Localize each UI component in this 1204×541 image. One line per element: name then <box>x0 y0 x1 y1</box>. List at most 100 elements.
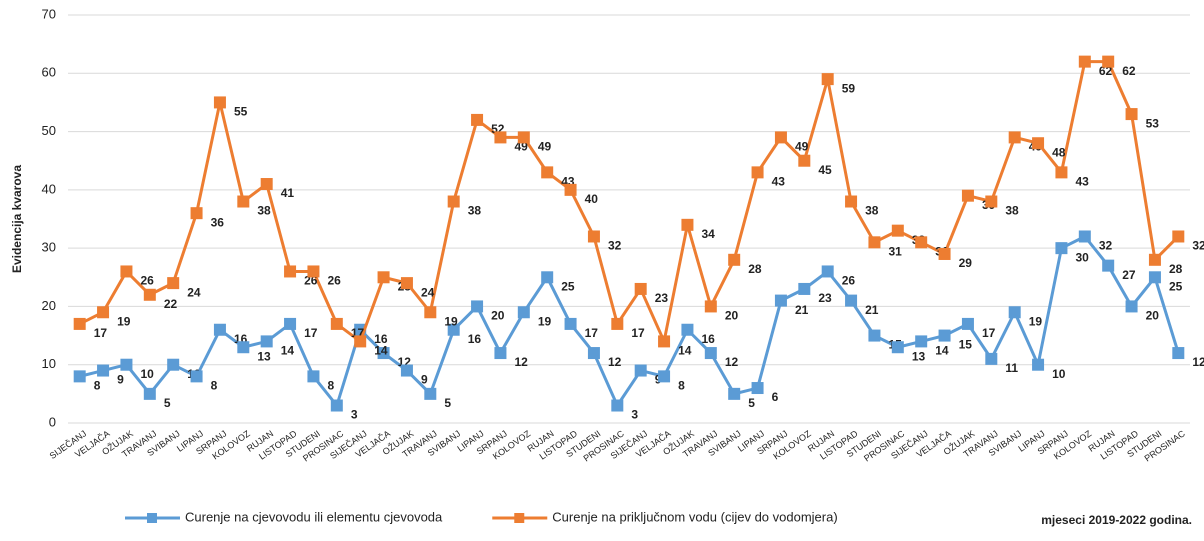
marker <box>564 183 577 196</box>
data-label: 30 <box>1075 250 1089 264</box>
marker <box>400 364 413 377</box>
y-tick-label: 70 <box>42 6 56 21</box>
data-label: 55 <box>234 105 248 119</box>
data-label: 25 <box>561 279 575 293</box>
data-label: 23 <box>655 291 669 305</box>
marker <box>938 329 951 342</box>
marker <box>1008 306 1021 319</box>
marker <box>1102 259 1115 272</box>
data-label: 6 <box>772 390 779 404</box>
legend-marker <box>147 513 157 523</box>
data-label: 13 <box>257 349 271 363</box>
data-label: 20 <box>725 309 739 323</box>
marker <box>587 230 600 243</box>
data-label: 10 <box>1052 367 1066 381</box>
data-label: 11 <box>1005 361 1018 375</box>
marker <box>798 282 811 295</box>
marker <box>213 323 226 336</box>
marker <box>611 317 624 330</box>
marker <box>190 207 203 220</box>
data-label: 8 <box>94 379 101 393</box>
data-label: 38 <box>1005 204 1019 218</box>
data-label: 3 <box>351 408 358 422</box>
data-label: 49 <box>795 140 809 154</box>
data-label: 19 <box>538 314 552 328</box>
marker <box>284 317 297 330</box>
data-label: 13 <box>912 349 926 363</box>
data-label: 26 <box>327 274 341 288</box>
marker <box>681 218 694 231</box>
marker <box>1032 137 1045 150</box>
marker <box>611 399 624 412</box>
marker <box>938 247 951 260</box>
marker <box>260 178 273 191</box>
marker <box>307 265 320 278</box>
marker <box>73 370 86 383</box>
marker <box>377 347 390 360</box>
marker <box>494 347 507 360</box>
marker <box>471 300 484 313</box>
marker <box>751 382 764 395</box>
y-tick-label: 50 <box>42 123 56 138</box>
y-tick-label: 40 <box>42 181 56 196</box>
data-label: 21 <box>795 303 809 317</box>
marker <box>494 131 507 144</box>
marker <box>798 154 811 167</box>
data-label: 17 <box>982 326 996 340</box>
marker <box>1078 230 1091 243</box>
marker <box>774 131 787 144</box>
y-tick-label: 60 <box>42 65 56 80</box>
marker <box>564 317 577 330</box>
data-label: 31 <box>888 244 902 258</box>
marker <box>1125 108 1138 121</box>
marker <box>1078 55 1091 68</box>
marker <box>845 195 858 208</box>
data-label: 17 <box>585 326 599 340</box>
marker <box>1148 253 1161 266</box>
data-label: 22 <box>164 297 178 311</box>
data-label: 14 <box>281 344 295 358</box>
marker <box>471 113 484 126</box>
series-line <box>79 234 1180 409</box>
marker <box>961 317 974 330</box>
marker <box>284 265 297 278</box>
data-label: 34 <box>701 227 715 241</box>
data-label: 5 <box>444 396 451 410</box>
data-label: 59 <box>842 81 856 95</box>
data-label: 23 <box>818 291 832 305</box>
marker <box>517 306 530 319</box>
marker <box>774 294 787 307</box>
marker <box>260 335 273 348</box>
data-label: 15 <box>959 338 973 352</box>
data-label: 53 <box>1146 116 1160 130</box>
data-label: 27 <box>1122 268 1136 282</box>
marker <box>237 341 250 354</box>
marker <box>845 294 858 307</box>
legend-label: Curenje na priključnom vodu (cijev do vo… <box>552 509 837 524</box>
marker <box>681 323 694 336</box>
y-tick-label: 30 <box>42 240 56 255</box>
data-label: 25 <box>1169 279 1183 293</box>
marker <box>541 166 554 179</box>
marker <box>868 329 881 342</box>
marker <box>120 265 133 278</box>
marker <box>587 347 600 360</box>
marker <box>985 352 998 365</box>
data-label: 41 <box>281 186 295 200</box>
data-label: 28 <box>1169 262 1183 276</box>
marker <box>143 288 156 301</box>
marker <box>1055 242 1068 255</box>
data-label: 26 <box>140 274 154 288</box>
marker <box>307 370 320 383</box>
data-label: 29 <box>959 256 973 270</box>
marker <box>961 189 974 202</box>
data-label: 20 <box>491 309 505 323</box>
marker <box>517 131 530 144</box>
data-label: 36 <box>211 215 225 229</box>
marker <box>424 306 437 319</box>
marker <box>1032 358 1045 371</box>
marker <box>1172 230 1185 243</box>
marker <box>354 335 367 348</box>
data-label: 24 <box>421 285 435 299</box>
marker <box>424 387 437 400</box>
